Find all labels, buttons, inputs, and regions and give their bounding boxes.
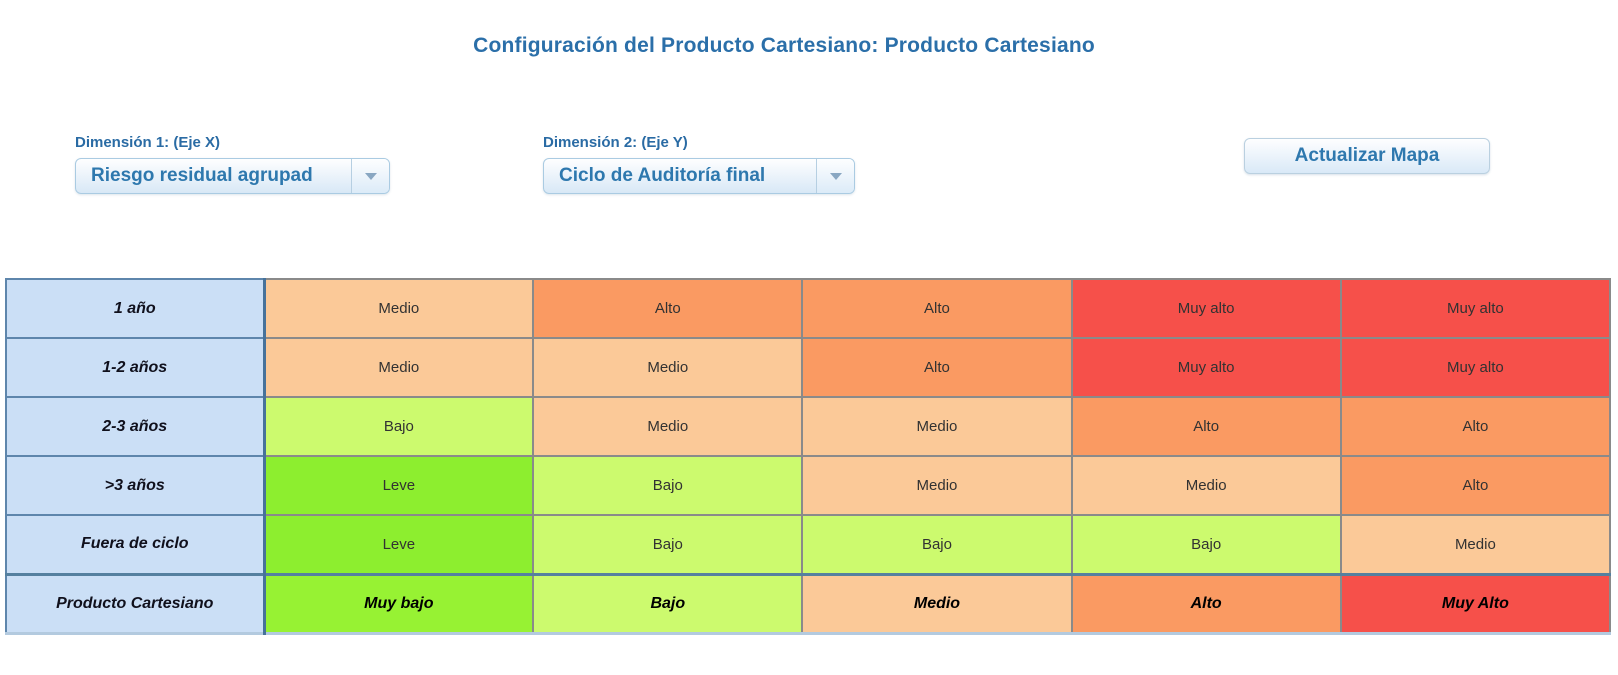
matrix-row: 1 año Medio Alto Alto Muy alto Muy alto	[5, 278, 1612, 339]
row-header: Fuera de ciclo	[5, 514, 266, 575]
matrix-row: >3 años Leve Bajo Medio Medio Alto	[5, 455, 1612, 516]
matrix-cell: Alto	[801, 337, 1073, 398]
matrix-cell: Muy alto	[1339, 278, 1612, 339]
chevron-down-icon	[829, 172, 842, 180]
matrix-cell: Medio	[1339, 514, 1612, 575]
row-header: Producto Cartesiano	[5, 572, 266, 634]
row-header: >3 años	[5, 455, 266, 516]
matrix-cell: Alto	[1339, 455, 1612, 516]
cartesian-matrix: 1 año Medio Alto Alto Muy alto Muy alto 1-2 añ…	[5, 278, 1612, 635]
result-cell: Muy bajo	[262, 572, 535, 634]
matrix-cell: Medio	[1070, 455, 1342, 516]
chevron-down-icon	[364, 172, 377, 180]
matrix-footer-row: Producto Cartesiano Muy bajo Bajo Medio Alto…	[5, 572, 1612, 634]
matrix-row: 2-3 años Bajo Medio Medio Alto Alto	[5, 396, 1612, 457]
matrix-cell: Medio	[801, 396, 1073, 457]
result-cell: Medio	[801, 572, 1073, 634]
dimension2-group: Dimensión 2: (Eje Y) Ciclo de Auditoría …	[543, 134, 855, 194]
dimension1-dropdown-button[interactable]	[351, 159, 389, 193]
matrix-cell: Medio	[532, 337, 804, 398]
dimension1-select[interactable]: Riesgo residual agrupado	[75, 158, 390, 194]
cartesian-matrix-body: 1 año Medio Alto Alto Muy alto Muy alto 1-2 añ…	[5, 278, 1612, 634]
matrix-cell: Bajo	[532, 455, 804, 516]
matrix-cell: Muy alto	[1070, 278, 1342, 339]
matrix-cell: Alto	[532, 278, 804, 339]
dimension2-selected-value: Ciclo de Auditoría final	[559, 165, 766, 186]
dimension1-selected-value: Riesgo residual agrupado	[91, 165, 313, 186]
dimension1-label: Dimensión 1: (Eje X)	[75, 134, 221, 151]
matrix-cell: Leve	[262, 514, 535, 575]
matrix-cell: Bajo	[532, 514, 804, 575]
row-header: 2-3 años	[5, 396, 266, 457]
page-title: Configuración del Producto Cartesiano: P…	[473, 34, 1095, 57]
matrix-cell: Alto	[1070, 396, 1342, 457]
result-cell: Bajo	[532, 572, 804, 634]
matrix-cell: Medio	[801, 455, 1073, 516]
matrix-cell: Muy alto	[1070, 337, 1342, 398]
matrix-row: 1-2 años Medio Medio Alto Muy alto Muy alto	[5, 337, 1612, 398]
dimension2-label: Dimensión 2: (Eje Y)	[543, 134, 688, 151]
result-cell: Alto	[1070, 572, 1342, 634]
matrix-cell: Muy alto	[1339, 337, 1612, 398]
matrix-cell: Alto	[1339, 396, 1612, 457]
update-map-button[interactable]: Actualizar Mapa	[1244, 138, 1490, 174]
dimension1-group: Dimensión 1: (Eje X) Riesgo residual agr…	[75, 134, 390, 194]
dimension2-select[interactable]: Ciclo de Auditoría final	[543, 158, 855, 194]
row-header: 1-2 años	[5, 337, 266, 398]
dimension2-dropdown-button[interactable]	[816, 159, 854, 193]
matrix-cell: Bajo	[801, 514, 1073, 575]
matrix-cell: Medio	[262, 278, 535, 339]
matrix-cell: Bajo	[1070, 514, 1342, 575]
matrix-cell: Leve	[262, 455, 535, 516]
matrix-cell: Medio	[532, 396, 804, 457]
matrix-cell: Bajo	[262, 396, 535, 457]
matrix-cell: Alto	[801, 278, 1073, 339]
row-header: 1 año	[5, 278, 266, 339]
matrix-cell: Medio	[262, 337, 535, 398]
matrix-row: Fuera de ciclo Leve Bajo Bajo Bajo Medio	[5, 514, 1612, 575]
result-cell: Muy Alto	[1339, 572, 1612, 634]
